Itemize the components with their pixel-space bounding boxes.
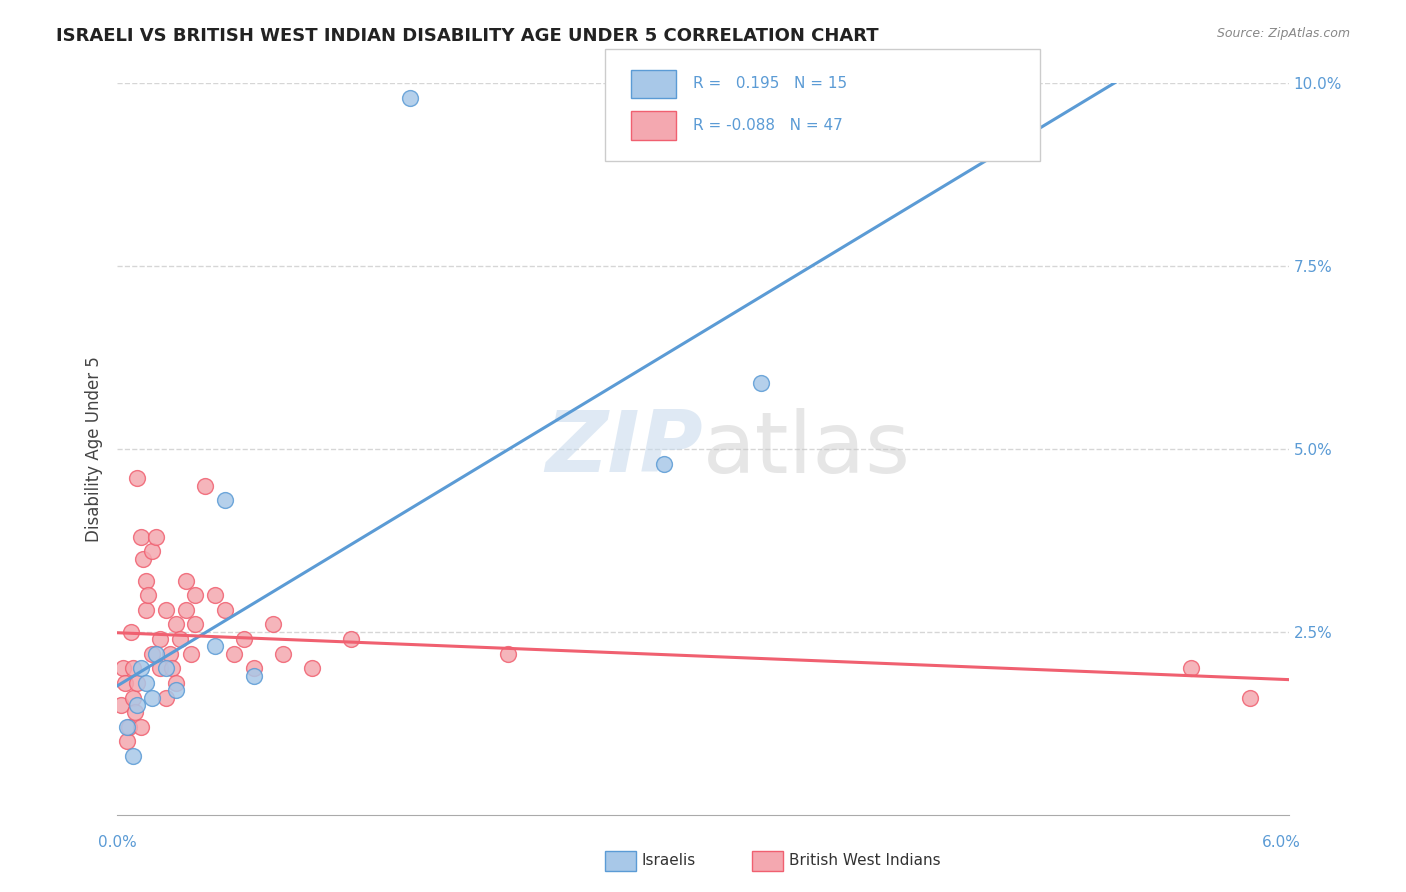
Point bbox=[243, 661, 266, 675]
Text: ISRAELI VS BRITISH WEST INDIAN DISABILITY AGE UNDER 5 CORRELATION CHART: ISRAELI VS BRITISH WEST INDIAN DISABILIT… bbox=[56, 27, 879, 45]
Point bbox=[121, 661, 143, 675]
Point bbox=[121, 690, 143, 705]
Point bbox=[155, 603, 177, 617]
Point bbox=[184, 588, 207, 602]
Point bbox=[155, 690, 177, 705]
Point bbox=[138, 588, 160, 602]
Text: R = -0.088   N = 47: R = -0.088 N = 47 bbox=[693, 119, 844, 133]
Point bbox=[135, 603, 157, 617]
Point bbox=[141, 690, 163, 705]
Point bbox=[145, 530, 167, 544]
Point bbox=[165, 683, 187, 698]
Point bbox=[751, 376, 773, 391]
Point bbox=[129, 720, 152, 734]
Text: Israelis: Israelis bbox=[641, 854, 696, 868]
Point bbox=[120, 624, 142, 639]
Point bbox=[114, 676, 136, 690]
Point bbox=[262, 617, 284, 632]
Point bbox=[180, 647, 202, 661]
Point bbox=[194, 478, 217, 492]
Point bbox=[121, 749, 143, 764]
Point bbox=[301, 661, 323, 675]
Point bbox=[124, 705, 146, 719]
Point bbox=[110, 698, 132, 712]
Point bbox=[129, 530, 152, 544]
Point bbox=[141, 647, 163, 661]
Point bbox=[141, 544, 163, 558]
Point bbox=[496, 647, 519, 661]
Point bbox=[1180, 661, 1202, 675]
Point bbox=[652, 457, 675, 471]
Point bbox=[160, 661, 183, 675]
Point bbox=[243, 668, 266, 682]
Text: ZIP: ZIP bbox=[546, 408, 703, 491]
Point bbox=[204, 588, 226, 602]
Point bbox=[129, 661, 152, 675]
Text: Source: ZipAtlas.com: Source: ZipAtlas.com bbox=[1216, 27, 1350, 40]
Point bbox=[184, 617, 207, 632]
Point bbox=[214, 603, 236, 617]
Point bbox=[169, 632, 191, 646]
Point bbox=[115, 734, 138, 748]
Y-axis label: Disability Age Under 5: Disability Age Under 5 bbox=[86, 356, 103, 542]
Point bbox=[125, 471, 148, 485]
Point bbox=[204, 640, 226, 654]
Point bbox=[340, 632, 363, 646]
Point bbox=[145, 647, 167, 661]
Point bbox=[159, 647, 181, 661]
Point bbox=[174, 574, 197, 588]
Point bbox=[1239, 690, 1261, 705]
Point bbox=[135, 574, 157, 588]
Point bbox=[165, 676, 187, 690]
Point bbox=[174, 603, 197, 617]
Point bbox=[233, 632, 256, 646]
Point bbox=[149, 661, 172, 675]
Point bbox=[149, 632, 172, 646]
Point bbox=[135, 676, 157, 690]
Point bbox=[125, 698, 148, 712]
Text: British West Indians: British West Indians bbox=[789, 854, 941, 868]
Point bbox=[131, 551, 153, 566]
Text: R =   0.195   N = 15: R = 0.195 N = 15 bbox=[693, 77, 848, 91]
Point bbox=[165, 617, 187, 632]
Point bbox=[399, 91, 422, 105]
Point bbox=[155, 661, 177, 675]
Text: 0.0%: 0.0% bbox=[98, 836, 138, 850]
Text: 6.0%: 6.0% bbox=[1261, 836, 1301, 850]
Point bbox=[214, 493, 236, 508]
Point bbox=[115, 720, 138, 734]
Point bbox=[112, 661, 135, 675]
Point bbox=[118, 720, 141, 734]
Point bbox=[125, 676, 148, 690]
Point bbox=[224, 647, 246, 661]
Point bbox=[271, 647, 294, 661]
Text: atlas: atlas bbox=[703, 408, 911, 491]
